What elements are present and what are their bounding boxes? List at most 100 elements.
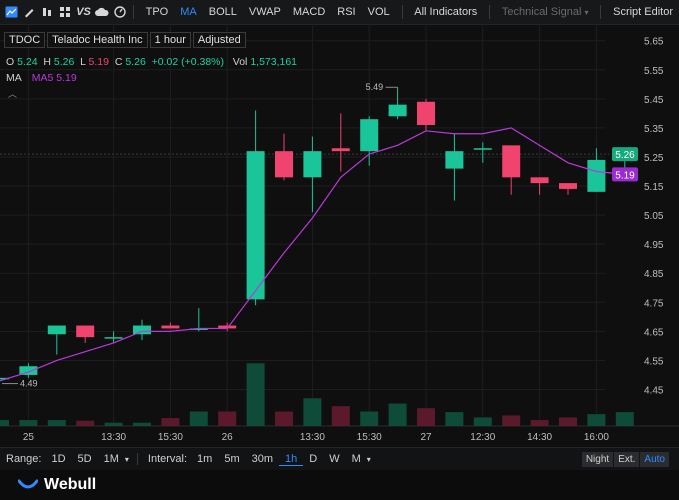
volume-bar xyxy=(559,417,577,426)
volume-bar xyxy=(0,420,9,426)
open-label: O xyxy=(6,56,15,68)
script-editor-button[interactable]: Script Editor xyxy=(613,6,674,18)
price-chart[interactable]: 4.45 4.55 4.65 4.75 4.85 4.95 5.05 5.15 5.25 5.35… xyxy=(0,24,679,447)
volume-bar xyxy=(47,420,66,426)
speed-icon[interactable] xyxy=(113,1,127,23)
indicator-tab-macd[interactable]: MACD xyxy=(292,6,326,18)
candle-body[interactable] xyxy=(303,151,322,178)
range-options: 1D 5D 1M xyxy=(45,453,124,465)
volume-bar xyxy=(445,412,464,426)
interval-option-m[interactable]: M xyxy=(351,452,361,465)
indicator-tab-ma[interactable]: MA xyxy=(180,6,197,18)
candle-body[interactable] xyxy=(587,159,606,192)
interval-option-1h[interactable]: 1h xyxy=(279,453,304,466)
session-option-night[interactable]: Night xyxy=(581,451,614,467)
candle-body[interactable] xyxy=(246,151,265,300)
y-tick-label: 5.15 xyxy=(644,182,664,193)
interval-option-d[interactable]: D xyxy=(309,452,318,465)
x-tick-label: 13:30 xyxy=(101,432,126,443)
range-option-1m[interactable]: 1M xyxy=(103,453,119,465)
volume-bar xyxy=(502,415,521,426)
candle-body[interactable] xyxy=(19,366,38,375)
line-chart-icon[interactable] xyxy=(4,1,18,23)
range-interval-bar: Range: 1D 5D 1M ▾ Interval: 1m 5m 30m 1h D W M ▾… xyxy=(0,447,679,470)
candle-body[interactable] xyxy=(76,325,95,338)
candle-body[interactable] xyxy=(331,148,350,152)
volume-bar xyxy=(189,411,208,426)
all-indicators-button[interactable]: All Indicators xyxy=(414,6,478,18)
ma-legend-row: MA MA5 5.19 xyxy=(6,72,77,84)
volume-bar xyxy=(218,411,237,426)
change-value: +0.02 (+0.38%) xyxy=(151,56,225,68)
session-option-auto[interactable]: Auto xyxy=(640,451,669,467)
technical-signal-label: Technical Signal xyxy=(501,6,582,18)
candle-body[interactable] xyxy=(417,101,435,125)
collapse-legend-icon[interactable]: ︿ xyxy=(8,89,18,99)
caret-down-icon: ▾ xyxy=(584,8,589,17)
technical-signal-dropdown[interactable]: Technical Signal ▾ xyxy=(496,6,595,18)
ticker-badge[interactable]: TDOC xyxy=(4,32,46,48)
candle-body[interactable] xyxy=(0,377,9,380)
candle-body[interactable] xyxy=(161,325,180,329)
high-value: 5.26 xyxy=(53,56,75,68)
volume-bar xyxy=(473,417,492,426)
x-tick-label: 15:30 xyxy=(357,432,382,443)
grid-icon[interactable] xyxy=(58,1,72,23)
y-tick-label: 4.55 xyxy=(644,356,664,367)
high-label: H xyxy=(43,56,51,68)
adjusted-badge[interactable]: Adjusted xyxy=(192,32,246,48)
range-option-5d[interactable]: 5D xyxy=(77,453,92,465)
toolbar-divider xyxy=(600,5,602,19)
x-tick-label: 27 xyxy=(420,432,432,443)
candle-body[interactable] xyxy=(530,177,549,184)
pencil-icon[interactable] xyxy=(22,1,36,23)
webull-logo-icon xyxy=(18,479,38,489)
indicator-tab-boll[interactable]: BOLL xyxy=(208,6,237,18)
x-tick-label: 25 xyxy=(23,432,35,443)
candle-body[interactable] xyxy=(104,337,123,339)
volume-bar xyxy=(275,411,293,426)
x-tick-label: 26 xyxy=(222,432,234,443)
interval-option-5m[interactable]: 5m xyxy=(224,452,240,465)
open-value: 5.24 xyxy=(17,56,38,68)
candle-body[interactable] xyxy=(502,145,521,178)
volume-bar xyxy=(417,408,435,426)
session-option-ext[interactable]: Ext. xyxy=(614,451,640,467)
candle-body[interactable] xyxy=(47,325,66,335)
candle-body[interactable] xyxy=(473,148,492,150)
low-label: L xyxy=(80,56,86,68)
y-tick-label: 5.45 xyxy=(644,95,664,106)
volume-bar xyxy=(331,406,350,426)
vs-icon[interactable]: VS xyxy=(76,6,91,18)
candle-body[interactable] xyxy=(218,325,237,329)
low-value: 5.19 xyxy=(88,56,109,68)
range-dropdown-icon[interactable]: ▾ xyxy=(124,454,129,464)
indicator-tab-vwap[interactable]: VWAP xyxy=(248,6,281,18)
range-label: Range: xyxy=(6,453,42,465)
candle-body[interactable] xyxy=(388,104,407,117)
indicator-tab-rsi[interactable]: RSI xyxy=(337,6,356,18)
range-option-1d[interactable]: 1D xyxy=(51,453,66,465)
ma-indicator-label[interactable]: MA xyxy=(6,72,22,84)
y-tick-label: 4.85 xyxy=(644,269,664,280)
candle-body[interactable] xyxy=(445,151,464,169)
candles-icon[interactable] xyxy=(40,1,54,23)
interval-dropdown-icon[interactable]: ▾ xyxy=(366,454,371,464)
interval-option-1m[interactable]: 1m xyxy=(197,452,213,465)
x-tick-label: 12:30 xyxy=(470,432,495,443)
footer: Webull xyxy=(0,470,679,500)
interval-option-30m[interactable]: 30m xyxy=(251,452,274,465)
session-options: Night Ext. Auto xyxy=(581,451,669,467)
interval-badge[interactable]: 1 hour xyxy=(149,32,191,48)
candle-body[interactable] xyxy=(133,325,151,335)
indicator-tab-tpo[interactable]: TPO xyxy=(145,6,169,18)
candle-body[interactable] xyxy=(360,119,379,152)
candle-body[interactable] xyxy=(189,328,208,330)
cloud-icon[interactable] xyxy=(94,1,109,23)
candle-body[interactable] xyxy=(275,151,293,178)
top-toolbar: VS TPO MA BOLL VWAP MACD RSI VOL All Indicator… xyxy=(0,0,679,25)
volume-bar xyxy=(76,420,95,426)
interval-option-w[interactable]: W xyxy=(329,452,340,465)
indicator-tab-vol[interactable]: VOL xyxy=(367,6,390,18)
candle-body[interactable] xyxy=(559,183,577,189)
